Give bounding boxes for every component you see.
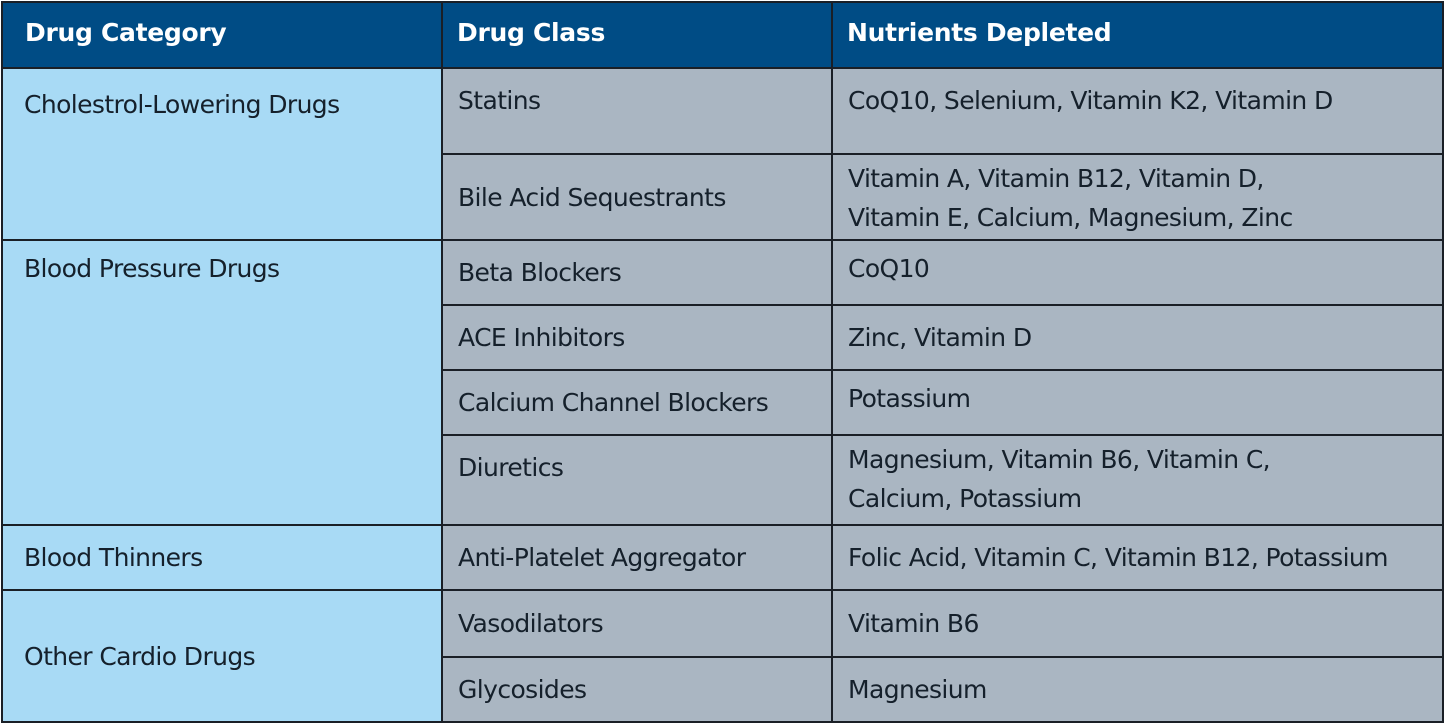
nutrients-cell: Folic Acid, Vitamin C, Vitamin B12, Pota…: [831, 524, 1444, 591]
drug-class-cell: Anti-Platelet Aggregator: [441, 524, 833, 591]
nutrients-line: Vitamin E, Calcium, Magnesium, Zinc: [848, 203, 1293, 232]
drug-class-cell: Diuretics: [441, 434, 833, 526]
nutrients-cell: CoQ10, Selenium, Vitamin K2, Vitamin D: [831, 67, 1444, 155]
table-row: Cholestrol-Lowering Drugs Statins CoQ10,…: [1, 67, 1444, 241]
nutrients-line: Magnesium: [848, 675, 987, 704]
table-row: Calcium Channel Blockers Potassium: [2, 369, 1444, 436]
nutrients-line: Magnesium, Vitamin B6, Vitamin C,: [848, 445, 1271, 474]
header-drug-class: Drug Class: [441, 1, 833, 69]
table-row: Blood Thinners Anti-Platelet Aggregator …: [1, 524, 1444, 591]
table-row: Blood Pressure Drugs Beta Blockers CoQ10: [1, 239, 1444, 526]
header-row: Drug Category Drug Class Nutrients Deple…: [1, 1, 1444, 69]
table-row: Diuretics Magnesium, Vitamin B6, Vitamin…: [2, 434, 1444, 526]
nutrients-cell: Potassium: [831, 369, 1444, 436]
nutrients-line: Folic Acid, Vitamin C, Vitamin B12, Pota…: [848, 543, 1389, 572]
drug-class-cell: Calcium Channel Blockers: [441, 369, 833, 436]
category-cell: Blood Thinners: [1, 524, 443, 591]
nutrients-cell: Magnesium: [831, 656, 1444, 723]
nutrients-cell: Vitamin B6: [831, 589, 1444, 658]
drug-class-cell: Vasodilators: [441, 589, 833, 658]
nutrients-line: CoQ10, Selenium, Vitamin K2, Vitamin D: [848, 86, 1333, 115]
nutrients-line: Potassium: [848, 384, 971, 413]
nutrients-line: Vitamin B6: [848, 609, 979, 638]
table-row: Bile Acid Sequestrants Vitamin A, Vitami…: [2, 153, 1444, 241]
drug-class-cell: ACE Inhibitors: [441, 304, 833, 371]
nutrients-cell: CoQ10: [831, 239, 1444, 306]
header-nutrients-depleted: Nutrients Depleted: [831, 1, 1444, 69]
category-cell: Cholestrol-Lowering Drugs: [1, 67, 443, 241]
nutrients-cell: Magnesium, Vitamin B6, Vitamin C, Calciu…: [831, 434, 1444, 526]
table-row: Other Cardio Drugs Vasodilators Vitamin …: [1, 589, 1444, 723]
category-cell: Other Cardio Drugs: [1, 589, 443, 723]
table-row: Glycosides Magnesium: [2, 656, 1444, 723]
drug-class-cell: Beta Blockers: [441, 239, 833, 306]
drug-class-cell: Bile Acid Sequestrants: [441, 153, 833, 241]
nutrients-line: CoQ10: [848, 254, 930, 283]
nutrients-line: Vitamin A, Vitamin B12, Vitamin D,: [848, 164, 1264, 193]
drug-class-cell: Glycosides: [441, 656, 833, 723]
drug-class-cell: Statins: [441, 67, 833, 155]
header-drug-category: Drug Category: [1, 1, 443, 69]
nutrients-line: Zinc, Vitamin D: [848, 323, 1032, 352]
category-cell: Blood Pressure Drugs: [1, 239, 443, 526]
nutrients-cell: Zinc, Vitamin D: [831, 304, 1444, 371]
nutrients-cell: Vitamin A, Vitamin B12, Vitamin D, Vitam…: [831, 153, 1444, 241]
nutrients-line: Calcium, Potassium: [848, 484, 1082, 513]
table-row: ACE Inhibitors Zinc, Vitamin D: [2, 304, 1444, 371]
